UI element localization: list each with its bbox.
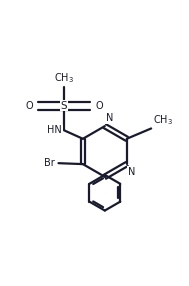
- Text: Br: Br: [44, 158, 55, 168]
- Text: O: O: [26, 101, 33, 111]
- Text: N: N: [128, 167, 135, 177]
- Text: N: N: [106, 113, 113, 123]
- Text: CH$_3$: CH$_3$: [153, 113, 173, 127]
- Text: CH$_3$: CH$_3$: [54, 72, 74, 85]
- Text: HN: HN: [47, 125, 62, 135]
- Text: O: O: [95, 101, 103, 111]
- Text: S: S: [61, 101, 67, 111]
